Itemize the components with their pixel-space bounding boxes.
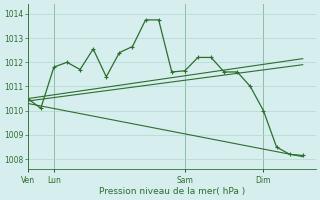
X-axis label: Pression niveau de la mer( hPa ): Pression niveau de la mer( hPa ) — [99, 187, 245, 196]
